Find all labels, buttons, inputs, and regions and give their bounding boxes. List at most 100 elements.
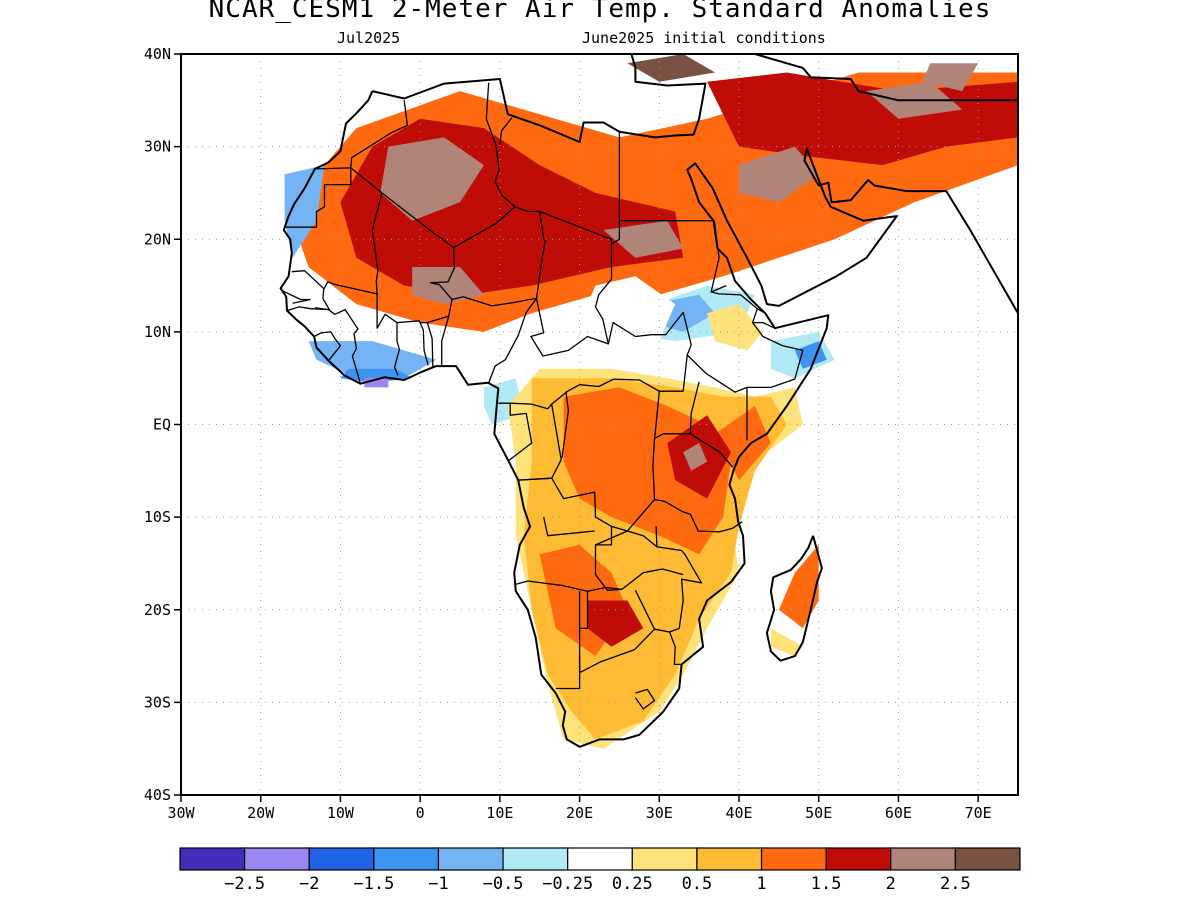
- country-border: [611, 525, 658, 548]
- lat-tick-label: 20N: [144, 230, 171, 248]
- anomaly-region: [364, 376, 389, 388]
- anomaly-region: [739, 146, 819, 203]
- colorbar-label: 1.5: [811, 874, 842, 894]
- country-border: [291, 270, 325, 290]
- country-border: [710, 220, 727, 293]
- country-border: [579, 591, 589, 629]
- country-border: [653, 381, 700, 440]
- country-border: [621, 568, 684, 590]
- anomaly-region: [715, 406, 771, 481]
- country-border: [429, 247, 456, 300]
- anomaly-region: [770, 628, 803, 657]
- country-border: [747, 322, 804, 389]
- country-border: [634, 688, 656, 710]
- country-border: [441, 315, 450, 367]
- anomaly-region: [922, 63, 979, 92]
- forecast-month: Jul2025: [337, 29, 401, 47]
- colorbar-label: 1: [756, 874, 766, 894]
- lat-tick-label: 30S: [144, 693, 171, 711]
- country-border: [595, 499, 655, 546]
- anomaly-region: [284, 165, 325, 258]
- lat-tick-label: 30N: [144, 138, 171, 156]
- lon-tick-label: 40E: [725, 804, 752, 822]
- anomaly-region: [380, 137, 484, 221]
- colorbar-label: 0.5: [682, 874, 713, 894]
- colorbar-label: −2: [299, 874, 319, 894]
- colorbar-label: −1: [428, 874, 448, 894]
- colorbar-swatch: [179, 847, 246, 871]
- lon-tick-label: 60E: [885, 804, 912, 822]
- anomaly-region: [627, 54, 716, 82]
- lon-tick-label: 20E: [566, 804, 593, 822]
- colorbar-swatch: [890, 847, 956, 871]
- country-border: [284, 167, 352, 228]
- lon-tick-label: 30E: [646, 804, 673, 822]
- country-border: [561, 390, 570, 458]
- map-title: NCAR_CESM1 2-Meter Air Temp. Standard An…: [208, 0, 992, 24]
- colorbar-swatch: [567, 847, 633, 871]
- country-border: [393, 322, 401, 376]
- country-border: [610, 131, 621, 280]
- country-border: [350, 82, 516, 249]
- anomaly-region: [412, 267, 484, 305]
- lon-tick-label: 70E: [965, 804, 992, 822]
- colorbar-swatch: [244, 847, 310, 871]
- country-border: [578, 628, 655, 674]
- country-border: [543, 516, 595, 537]
- country-border: [514, 580, 622, 592]
- country-border: [652, 438, 743, 533]
- country-border: [656, 546, 703, 633]
- country-border: [371, 192, 383, 294]
- colorbar-swatch: [954, 847, 1021, 871]
- anomaly-region: [778, 544, 819, 629]
- country-border: [508, 403, 533, 462]
- initial-conditions: June2025 initial conditions: [582, 29, 826, 47]
- colorbar-swatch: [631, 847, 698, 871]
- country-border: [690, 433, 734, 468]
- country-border: [705, 373, 748, 441]
- lon-tick-label: 0: [416, 804, 425, 822]
- anomaly-region: [707, 304, 763, 351]
- country-border: [419, 322, 429, 366]
- colorbar-label: −2.5: [224, 874, 265, 894]
- country-border: [286, 211, 546, 329]
- colorbar-label: 2: [886, 874, 896, 894]
- country-border: [350, 100, 409, 168]
- colorbar-label: 0.25: [612, 874, 653, 894]
- country-border: [282, 290, 311, 304]
- colorbar-swatch: [696, 847, 763, 871]
- lat-tick-label: 40N: [144, 45, 171, 63]
- lon-tick-label: 30W: [167, 804, 195, 822]
- africa-coastline: [279, 54, 1018, 748]
- country-border: [594, 278, 613, 345]
- anomaly-region: [515, 322, 580, 369]
- country-border: [426, 322, 434, 368]
- colorbar-label: −1.5: [353, 874, 394, 894]
- lat-tick-label: 10S: [144, 508, 171, 526]
- country-border: [313, 331, 342, 361]
- lon-tick-label: 50E: [805, 804, 832, 822]
- lat-tick-label: 20S: [144, 601, 171, 619]
- lon-tick-label: 10E: [486, 804, 513, 822]
- colorbar-swatch: [502, 847, 569, 871]
- country-border: [314, 307, 362, 384]
- anomaly-region: [587, 600, 644, 647]
- anomaly-region: [683, 443, 708, 471]
- lat-tick-label: 40S: [144, 786, 171, 804]
- colorbar-label: −0.25: [542, 874, 593, 894]
- lat-tick-label: 10N: [144, 323, 171, 341]
- anomaly-region: [579, 276, 676, 351]
- country-border: [634, 590, 682, 666]
- lat-tick-label: EQ: [153, 416, 171, 434]
- anomaly-region: [308, 341, 437, 379]
- country-border: [710, 291, 766, 314]
- country-border: [530, 298, 707, 375]
- colorbar-swatch: [825, 847, 892, 871]
- country-border: [751, 308, 776, 329]
- madagascar-coastline: [765, 535, 823, 662]
- colorbar-swatch: [308, 847, 375, 871]
- lon-tick-label: 10W: [327, 804, 355, 822]
- colorbar-swatch: [437, 847, 504, 871]
- lon-tick-label: 20W: [247, 804, 275, 822]
